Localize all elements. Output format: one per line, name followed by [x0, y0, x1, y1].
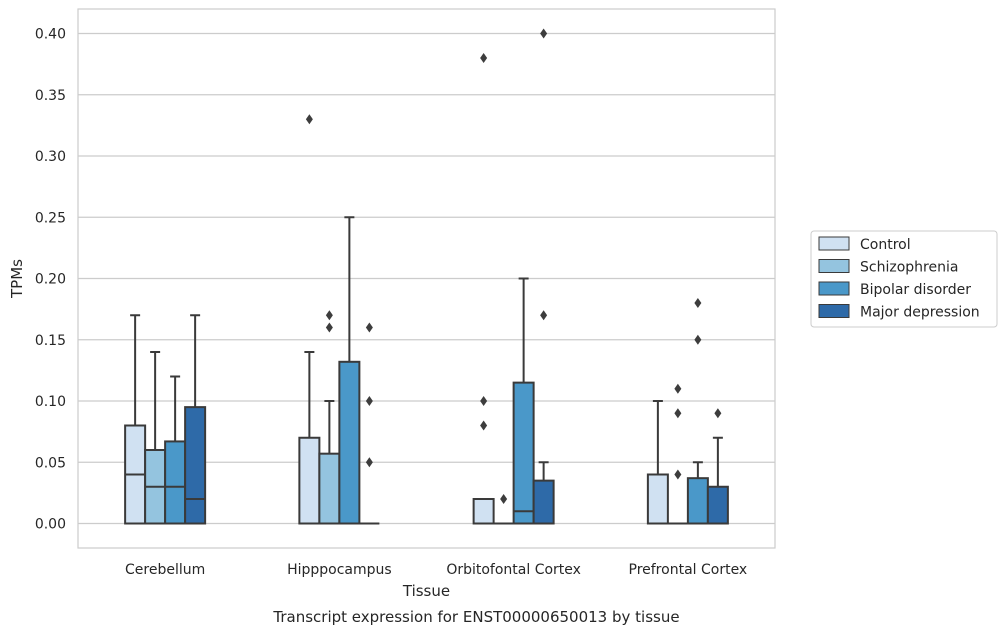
outlier-point	[674, 408, 682, 419]
legend-swatch	[818, 304, 850, 318]
y-tick-label: 0.25	[35, 210, 66, 226]
outlier-point	[365, 457, 373, 468]
legend-swatch	[818, 236, 850, 251]
box	[472, 53, 495, 525]
x-tick-labels: Cerebellum Hipppocampus Orbitofontal Corte…	[125, 562, 747, 578]
box	[512, 277, 535, 525]
box-body	[532, 479, 555, 525]
box-body	[164, 440, 187, 525]
box-body	[472, 498, 495, 525]
outlier-point	[480, 396, 488, 406]
legend-items: Control Schizophrenia Bipolar disorder Majo…	[818, 236, 980, 321]
box-body	[646, 473, 669, 525]
outlier-point	[480, 53, 488, 63]
plot-area-frame	[77, 8, 776, 549]
box	[144, 351, 167, 525]
box	[164, 375, 187, 525]
y-tick-label: 0.30	[35, 149, 66, 165]
legend-label: Schizophrenia	[860, 260, 958, 276]
box	[359, 322, 380, 525]
outlier-point	[540, 28, 548, 39]
y-tick-label: 0.00	[35, 517, 66, 533]
box-body	[338, 360, 361, 525]
box	[686, 298, 709, 525]
legend-label: Bipolar disorder	[860, 282, 971, 298]
box-group	[646, 298, 729, 525]
legend-label: Control	[860, 237, 911, 253]
box	[646, 400, 669, 525]
outlier-point	[674, 383, 682, 394]
legend-label: Major depression	[860, 305, 980, 321]
y-tick-labels: 0.00 0.05 0.10 0.15 0.20 0.25 0.30 0.35 0.40	[35, 27, 66, 533]
box-body	[298, 436, 321, 525]
legend: Control Schizophrenia Bipolar disorder Majo…	[810, 230, 998, 328]
box	[493, 494, 514, 525]
box	[667, 383, 688, 525]
box-body	[318, 452, 341, 525]
box-body	[512, 381, 535, 525]
legend-frame	[810, 230, 998, 328]
figure-caption: Transcript expression for ENST0000065001…	[272, 608, 679, 626]
outlier-point	[365, 322, 373, 333]
box	[298, 114, 321, 525]
y-axis-label: TPMs	[8, 259, 26, 299]
outlier-point	[714, 408, 722, 419]
box-group	[472, 28, 555, 525]
box-body	[706, 485, 729, 525]
box-body	[184, 406, 207, 525]
outlier-point	[694, 334, 702, 345]
x-tick-label: Prefrontal Cortex	[629, 562, 748, 578]
outlier-point	[480, 420, 488, 431]
y-tick-label: 0.10	[35, 394, 66, 410]
box-group	[298, 114, 380, 525]
legend-item: Major depression	[818, 304, 980, 321]
legend-swatch	[818, 281, 850, 296]
box-body	[686, 477, 709, 525]
box	[318, 310, 341, 525]
y-tick-label: 0.05	[35, 455, 66, 471]
box-group	[124, 314, 207, 525]
box	[184, 314, 207, 525]
box	[706, 408, 729, 525]
y-tick-label: 0.15	[35, 333, 66, 349]
outlier-point	[325, 322, 333, 333]
outlier-point	[365, 396, 373, 406]
box	[532, 28, 555, 525]
legend-item: Control	[818, 236, 911, 253]
x-axis-label: Tissue	[402, 582, 450, 600]
x-tick-label: Hipppocampus	[287, 562, 392, 578]
legend-swatch	[818, 259, 850, 273]
box	[338, 216, 361, 525]
outlier-point	[500, 494, 508, 504]
outlier-point	[694, 298, 702, 308]
outlier-point	[540, 310, 548, 321]
y-tick-label: 0.40	[35, 27, 66, 43]
x-tick-label: Orbitofontal Cortex	[446, 562, 581, 578]
x-tick-label: Cerebellum	[125, 562, 205, 578]
box	[124, 314, 147, 525]
outlier-point	[674, 469, 682, 480]
outlier-point	[325, 310, 333, 321]
outlier-point	[305, 114, 313, 125]
y-tick-label: 0.35	[35, 88, 66, 104]
legend-item: Schizophrenia	[818, 259, 958, 276]
legend-item: Bipolar disorder	[818, 281, 971, 298]
box-groups	[124, 28, 729, 525]
y-tick-label: 0.20	[35, 272, 66, 288]
